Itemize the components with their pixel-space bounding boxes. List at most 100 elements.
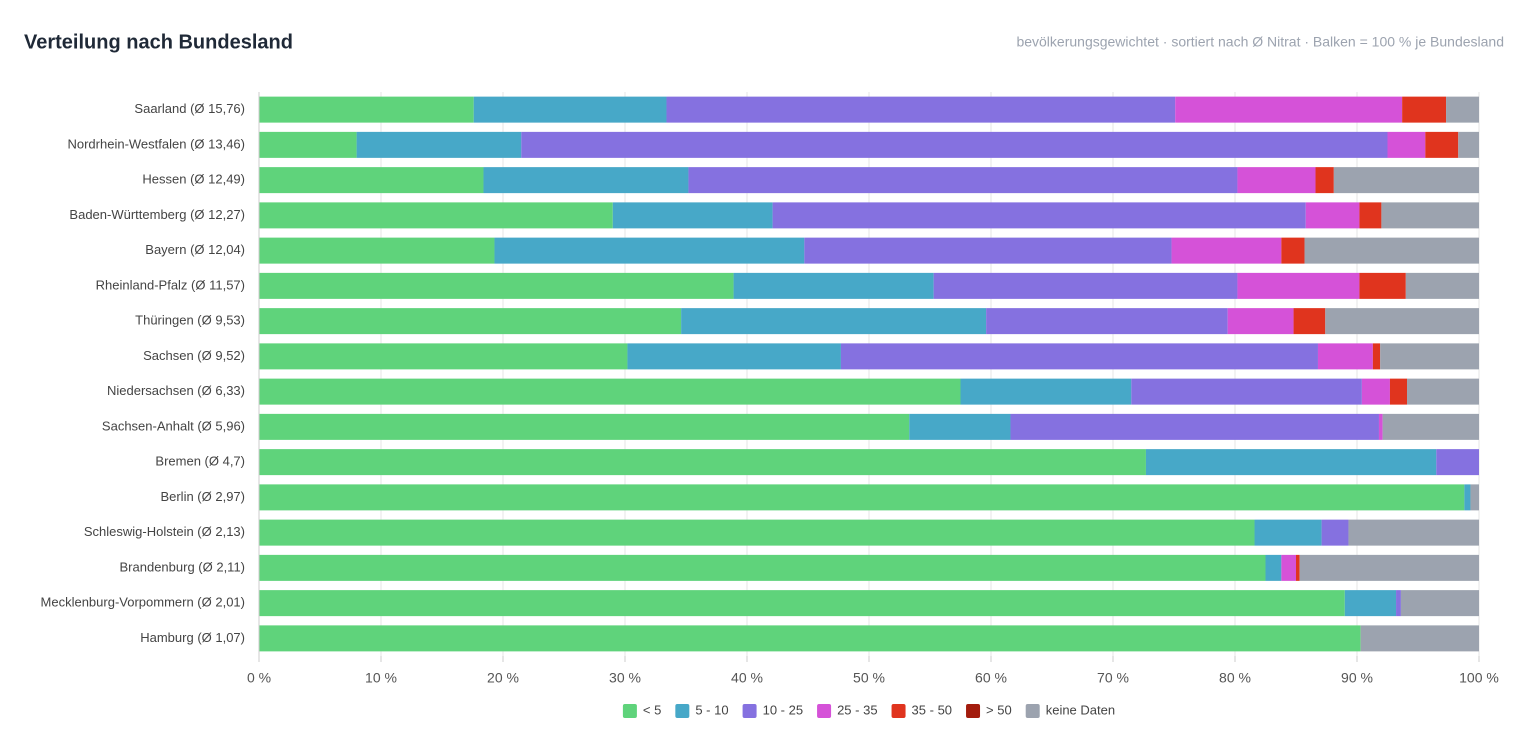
bar-segment <box>666 96 1176 123</box>
legend-label: keine Daten <box>1046 702 1115 717</box>
bar-segment <box>688 167 1238 194</box>
bar-segment <box>804 237 1172 264</box>
bar-segment <box>1344 590 1397 617</box>
x-tick-label: 70 % <box>1097 670 1129 686</box>
bar-segment <box>259 96 474 123</box>
bar-segment <box>1299 554 1479 581</box>
bar-segment <box>1359 272 1406 299</box>
x-tick-label: 30 % <box>609 670 641 686</box>
bar-segment <box>1296 554 1300 581</box>
bar-segment <box>259 413 910 440</box>
y-tick-label: Thüringen (Ø 9,53) <box>135 313 245 328</box>
bar-segment <box>1325 308 1479 335</box>
bar-segment <box>909 413 1011 440</box>
bar-segment <box>1305 202 1360 229</box>
bar-segment <box>259 554 1266 581</box>
bar-segment <box>1348 519 1479 546</box>
bar-segment <box>986 308 1228 335</box>
bar-segment <box>933 272 1238 299</box>
legend-swatch <box>742 704 757 718</box>
bar-segment <box>1237 272 1360 299</box>
bar-segment <box>1396 590 1401 617</box>
bar-segment <box>259 272 734 299</box>
x-tick-label: 60 % <box>975 670 1007 686</box>
bar-segment <box>1464 484 1471 511</box>
legend-label: > 50 <box>986 702 1012 717</box>
y-tick-label: Hamburg (Ø 1,07) <box>140 630 245 645</box>
y-tick-label: Saarland (Ø 15,76) <box>134 101 245 116</box>
bar-segment <box>772 202 1306 229</box>
bar-segment <box>1175 96 1403 123</box>
bar-segment <box>681 308 987 335</box>
legend-label: 25 - 35 <box>837 702 877 717</box>
bar-segment <box>1281 554 1296 581</box>
bar-segment <box>1333 167 1479 194</box>
bar-segment <box>1387 131 1426 158</box>
y-tick-label: Mecklenburg-Vorpommern (Ø 2,01) <box>41 595 245 610</box>
bar-segment <box>1458 131 1479 158</box>
bar-segment <box>1171 237 1282 264</box>
legend-swatch <box>675 704 690 718</box>
bar-segment <box>1265 554 1282 581</box>
legend-swatch <box>891 704 906 718</box>
bar-segment <box>627 343 841 370</box>
bar-segment <box>1378 413 1383 440</box>
bar-segment <box>1407 378 1479 405</box>
x-tick-label: 10 % <box>365 670 397 686</box>
bar-segment <box>1470 484 1479 511</box>
bar-segment <box>1446 96 1479 123</box>
y-tick-label: Sachsen-Anhalt (Ø 5,96) <box>102 418 245 433</box>
y-tick-label: Niedersachsen (Ø 6,33) <box>107 383 245 398</box>
bar-segment <box>733 272 934 299</box>
y-tick-label: Berlin (Ø 2,97) <box>160 489 245 504</box>
y-tick-label: Baden-Württemberg (Ø 12,27) <box>69 207 245 222</box>
x-tick-label: 0 % <box>247 670 271 686</box>
bar-segment <box>1400 590 1479 617</box>
bar-segment <box>259 378 961 405</box>
bar-segment <box>1389 378 1408 405</box>
x-tick-label: 40 % <box>731 670 763 686</box>
bar-segment <box>1293 308 1326 335</box>
legend-swatch <box>966 704 981 718</box>
bar-segment <box>1380 343 1479 370</box>
chart-subtitle: bevölkerungsgewichtet · sortiert nach Ø … <box>1016 34 1504 50</box>
bar-segment <box>483 167 689 194</box>
bar-segment <box>1317 343 1373 370</box>
x-tick-label: 50 % <box>853 670 885 686</box>
bar-segment <box>1237 167 1316 194</box>
bar-segment <box>1321 519 1349 546</box>
bar-segment <box>259 202 613 229</box>
bar-segment <box>1372 343 1381 370</box>
bar-segment <box>259 167 484 194</box>
x-tick-label: 100 % <box>1459 670 1499 686</box>
bar-segment <box>1382 413 1479 440</box>
bar-segment <box>259 343 628 370</box>
bar-segment <box>1405 272 1479 299</box>
bar-segment <box>473 96 667 123</box>
y-tick-label: Sachsen (Ø 9,52) <box>143 348 245 363</box>
bar-segment <box>259 590 1345 617</box>
x-tick-label: 90 % <box>1341 670 1373 686</box>
bar-segment <box>1436 449 1479 476</box>
legend-swatch <box>622 704 637 718</box>
x-tick-label: 80 % <box>1219 670 1251 686</box>
y-tick-label: Brandenburg (Ø 2,11) <box>120 559 246 574</box>
bar-segment <box>259 308 682 335</box>
bar-segment <box>1381 202 1479 229</box>
y-tick-label: Bayern (Ø 12,04) <box>145 242 245 257</box>
legend-swatch <box>1025 704 1040 718</box>
y-tick-label: Rheinland-Pfalz (Ø 11,57) <box>96 277 245 292</box>
legend: < 5 5 - 10 10 - 25 25 - 35 35 - 50 > 50 keine … <box>622 702 1115 718</box>
bar-segment <box>259 484 1465 511</box>
bar-segment <box>960 378 1132 405</box>
bar-segment <box>259 625 1361 652</box>
bar-segment <box>259 237 495 264</box>
y-tick-label: Schleswig-Holstein (Ø 2,13) <box>84 524 245 539</box>
bar-segment <box>1315 167 1334 194</box>
y-tick-label: Hessen (Ø 12,49) <box>142 172 245 187</box>
y-tick-label: Bremen (Ø 4,7) <box>155 454 245 469</box>
bar-segment <box>1254 519 1322 546</box>
legend-label: 5 - 10 <box>695 702 728 717</box>
bar-segment <box>1402 96 1447 123</box>
